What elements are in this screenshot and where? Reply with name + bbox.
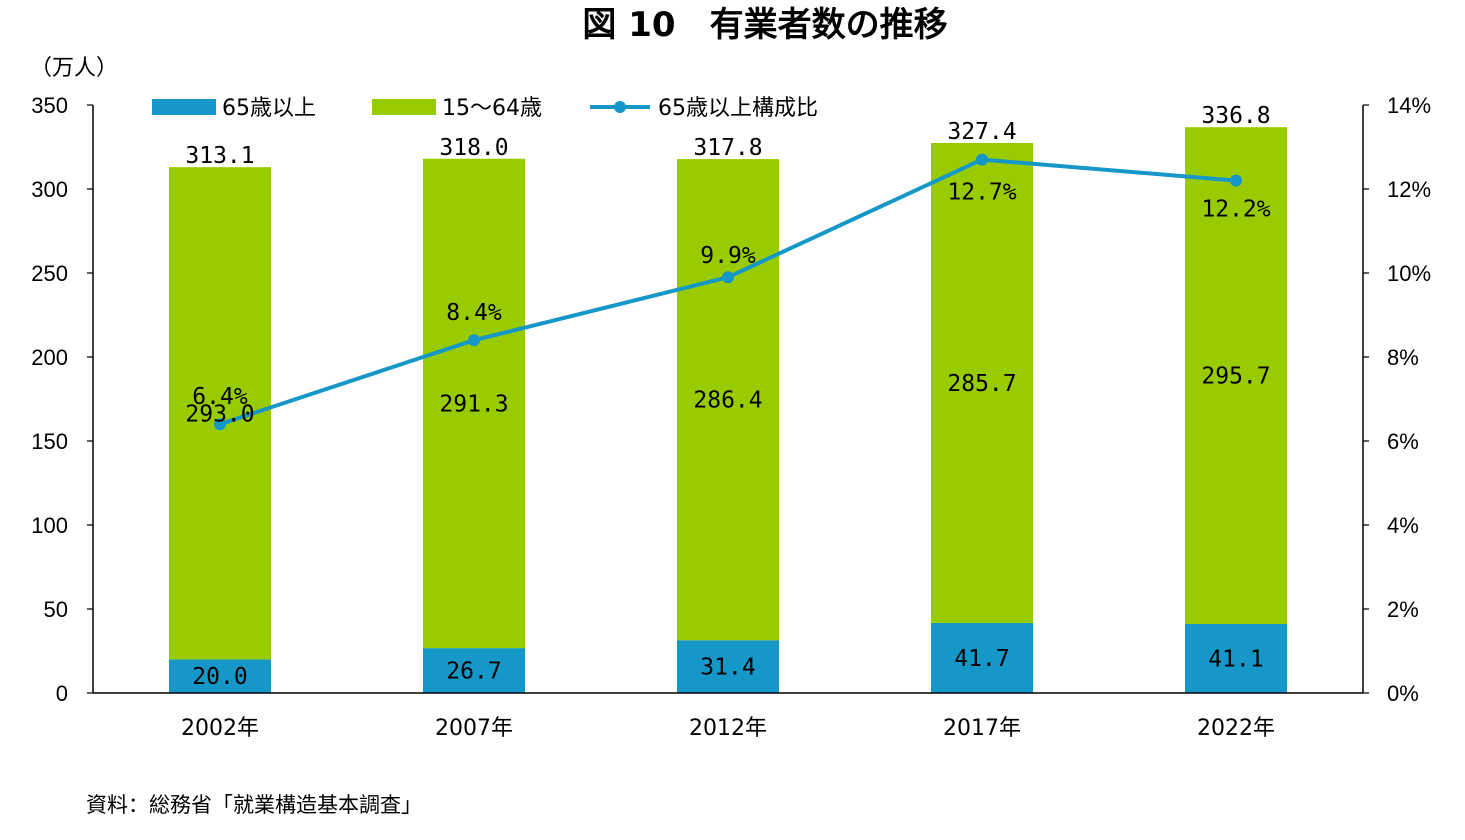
line-label-0: 6.4%	[192, 384, 248, 410]
total-label-2: 317.8	[693, 135, 762, 161]
line-label-4: 12.2%	[1201, 197, 1270, 223]
y-right-tick-label-6: 12%	[1387, 177, 1431, 202]
total-label-4: 336.8	[1201, 103, 1270, 129]
legend-label-age65plus: 65歳以上	[222, 96, 316, 121]
x-tick-label-4: 2022年	[1197, 716, 1275, 741]
line-label-2: 9.9%	[700, 243, 756, 269]
bar-age65plus-0	[169, 659, 271, 693]
y-left-tick-label-0: 0	[56, 681, 68, 706]
y-right-tick-label-0: 0%	[1387, 681, 1419, 706]
bar-age65plus-2	[677, 640, 779, 693]
y-left-tick-label-4: 200	[31, 345, 68, 370]
bar-label-age15to64-3: 285.7	[947, 371, 1016, 397]
line-point-0	[214, 418, 226, 431]
bar-label-age15to64-2: 286.4	[693, 388, 762, 414]
bar-label-age15to64-1: 291.3	[439, 391, 508, 417]
legend: 65歳以上 15～64歳 65歳以上構成比	[152, 96, 818, 121]
y-right-tick-label-5: 10%	[1387, 261, 1431, 286]
line-label-1: 8.4%	[446, 300, 502, 326]
chart-title: 図 10 有業者数の推移	[582, 5, 947, 45]
bar-label-age15to64-4: 295.7	[1201, 364, 1270, 390]
y-left-tick-label-2: 100	[31, 513, 68, 538]
y-right-tick-label-2: 4%	[1387, 513, 1419, 538]
bar-age65plus-1	[423, 648, 525, 693]
legend-label-share: 65歳以上構成比	[658, 96, 818, 121]
bar-age65plus-3	[931, 622, 1033, 693]
y-left-tick-label-1: 50	[44, 597, 68, 622]
bar-age15to64-2	[677, 159, 779, 641]
line-point-3	[976, 153, 988, 166]
bar-label-age65plus-3: 41.7	[954, 646, 1009, 672]
source-note: 資料：総務省「就業構造基本調査」	[86, 793, 422, 817]
legend-swatch-age15to64	[372, 99, 436, 115]
axes-layer: 0 50 100 150 200 250 300 350 0% 2% 4% 6% 8% 10% 12% 14%…	[31, 93, 1431, 741]
y-left-tick-label-6: 300	[31, 177, 68, 202]
bar-label-age65plus-1: 26.7	[446, 659, 501, 685]
bars-layer	[169, 127, 1287, 693]
y-left-tick-label-7: 350	[31, 93, 68, 118]
total-label-3: 327.4	[947, 119, 1016, 145]
y-right-tick-label-4: 8%	[1387, 345, 1419, 370]
line-point-4	[1230, 174, 1242, 187]
bar-label-age15to64-0: 293.0	[185, 401, 254, 427]
line-point-1	[468, 334, 480, 347]
legend-swatch-age65plus	[152, 99, 216, 115]
total-label-0: 313.1	[185, 143, 254, 169]
bar-age65plus-4	[1185, 623, 1287, 693]
y-left-tick-label-5: 250	[31, 261, 68, 286]
y-right-tick-label-1: 2%	[1387, 597, 1419, 622]
y-left-tick-label-3: 150	[31, 429, 68, 454]
x-tick-label-3: 2017年	[943, 716, 1021, 741]
bar-age15to64-3	[931, 142, 1033, 623]
x-tick-label-2: 2012年	[689, 716, 767, 741]
line-layer	[214, 153, 1242, 431]
bar-label-age65plus-2: 31.4	[700, 655, 755, 681]
x-tick-label-1: 2007年	[435, 716, 513, 741]
legend-swatch-line-marker	[614, 101, 626, 113]
line-point-2	[722, 271, 734, 284]
y-right-tick-label-3: 6%	[1387, 429, 1419, 454]
line-label-3: 12.7%	[947, 180, 1016, 206]
bar-label-age65plus-4: 41.1	[1208, 646, 1263, 672]
legend-label-age15to64: 15～64歳	[442, 96, 542, 121]
y-right-tick-label-7: 14%	[1387, 93, 1431, 118]
bar-age15to64-1	[423, 158, 525, 649]
labels-layer: 20.0 293.0 313.1 26.7 291.3 318.0 31.4 286.4 317…	[185, 103, 1270, 690]
y-left-unit: （万人）	[30, 56, 118, 81]
total-label-1: 318.0	[439, 135, 508, 161]
bar-age15to64-4	[1185, 127, 1287, 624]
bar-label-age65plus-0: 20.0	[192, 664, 247, 690]
x-tick-label-0: 2002年	[181, 716, 259, 741]
